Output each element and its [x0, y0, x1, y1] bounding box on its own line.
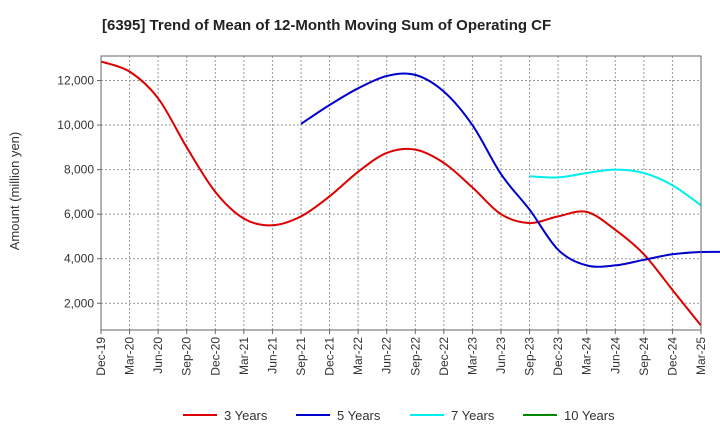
legend-label: 3 Years — [224, 408, 268, 423]
x-tick-label: Jun-21 — [265, 337, 279, 374]
x-tick-label: Dec-22 — [437, 337, 451, 376]
series-line-7-years — [529, 168, 702, 207]
x-tick-label: Dec-23 — [551, 337, 565, 376]
x-tick-label: Sep-22 — [408, 337, 422, 376]
x-tick-label: Sep-23 — [523, 337, 537, 376]
x-tick-label: Mar-24 — [580, 337, 594, 375]
y-axis-label: Amount (million yen) — [7, 132, 22, 251]
series-line-3-years — [100, 60, 702, 327]
legend: 3 Years 5 Years 7 Years 10 Years — [183, 408, 615, 423]
x-tick-label: Jun-20 — [151, 337, 165, 374]
legend-label: 5 Years — [337, 408, 381, 423]
x-tick-label: Sep-21 — [294, 337, 308, 376]
series-line-5-years — [300, 72, 720, 268]
x-tick-label: Mar-25 — [694, 337, 708, 375]
plot-area — [100, 55, 702, 331]
x-tick-label: Mar-20 — [123, 337, 137, 375]
x-tick-label: Dec-24 — [665, 337, 679, 376]
y-tick-label: 4,000 — [64, 252, 94, 266]
y-tick-label: 8,000 — [64, 163, 94, 177]
grid — [101, 56, 701, 330]
x-tick-label: Dec-19 — [94, 337, 108, 376]
y-tick-label: 12,000 — [57, 74, 94, 88]
y-tick-label: 6,000 — [64, 207, 94, 221]
series-lines — [100, 60, 720, 327]
x-tick-label: Mar-22 — [351, 337, 365, 375]
x-tick-label: Jun-23 — [494, 337, 508, 374]
x-tick-label: Jun-22 — [380, 337, 394, 374]
x-tick-label: Mar-21 — [237, 337, 251, 375]
x-tick-label: Dec-21 — [323, 337, 337, 376]
legend-label: 7 Years — [451, 408, 495, 423]
x-axis-ticks: Dec-19 Mar-20 Jun-20 Sep-20 Dec-20 Mar-21 Jun-… — [94, 330, 708, 376]
x-tick-label: Sep-24 — [637, 337, 651, 376]
chart-title: [6395] Trend of Mean of 12-Month Moving … — [102, 17, 551, 34]
y-tick-label: 2,000 — [64, 296, 94, 310]
x-tick-label: Jun-24 — [608, 337, 622, 374]
y-tick-label: 10,000 — [57, 118, 94, 132]
legend-label: 10 Years — [564, 408, 615, 423]
y-axis-ticks: 2,000 4,000 6,000 8,000 10,000 12,000 — [57, 74, 101, 310]
x-tick-label: Sep-20 — [180, 337, 194, 376]
x-tick-label: Dec-20 — [208, 337, 222, 376]
x-tick-label: Mar-23 — [465, 337, 479, 375]
